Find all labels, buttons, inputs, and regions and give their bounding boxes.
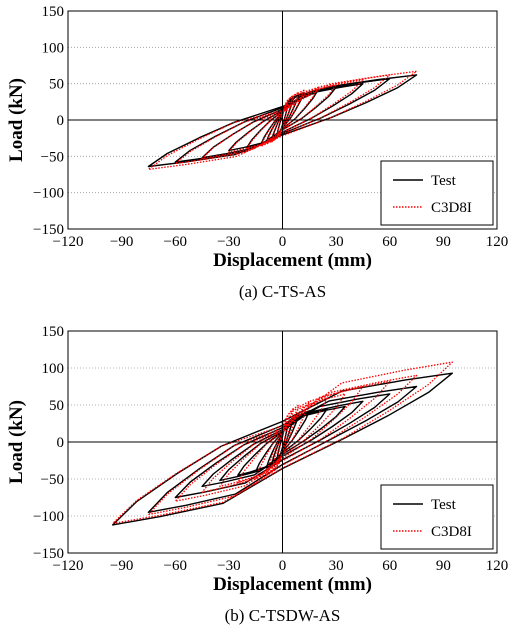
chart-a-y-tick-label: 150 (42, 4, 65, 20)
chart-a-legend-c3d8i-label: C3D8I (431, 200, 472, 216)
chart-b-legend: Test C3D8I (380, 484, 494, 550)
chart-b-y-tick-label: 0 (57, 435, 65, 451)
chart-b-y-tick-label: −50 (41, 472, 64, 488)
chart-b-legend-box (380, 484, 494, 550)
chart-a: −120 −90 −60 −30 0 30 60 90 120 −150 −100 −50 0 50 100… (6, 4, 508, 301)
chart-b-legend-c3d8i-label: C3D8I (431, 524, 472, 540)
chart-a-x-tick-label: −30 (217, 234, 240, 250)
chart-a-x-tick-label: −60 (164, 234, 187, 250)
chart-b-x-tick-label: −120 (53, 558, 84, 574)
chart-a-y-tick-label: 100 (42, 40, 65, 56)
chart-b-legend-test-label: Test (431, 497, 457, 513)
chart-b-y-tick-label: 50 (49, 398, 64, 414)
chart-a-tick-labels: −120 −90 −60 −30 0 30 60 90 120 −150 −100 −50 0 50 100… (33, 4, 508, 250)
chart-a-x-tick-label: 30 (329, 234, 344, 250)
chart-a-x-tick-label: 120 (486, 234, 509, 250)
chart-b-x-tick-label: 30 (329, 558, 344, 574)
chart-b-tick-labels: −120 −90 −60 −30 0 30 60 90 120 −150 −100 −50 0 50 100… (33, 324, 508, 574)
chart-b-x-tick-label: 60 (382, 558, 397, 574)
chart-b-y-tick-label: 100 (42, 361, 65, 377)
chart-b-y-tick-label: −100 (33, 509, 64, 525)
chart-a-caption: (a) C-TS-AS (239, 282, 326, 301)
chart-a-y-tick-label: 50 (49, 77, 64, 93)
chart-a-x-tick-label: −90 (110, 234, 133, 250)
chart-a-y-axis-label: Load (kN) (6, 78, 27, 162)
chart-b: −120 −90 −60 −30 0 30 60 90 120 −150 −100 −50 0 50 100… (6, 324, 508, 625)
chart-a-x-tick-label: 90 (436, 234, 451, 250)
chart-a-y-tick-label: −150 (33, 222, 64, 238)
chart-a-y-tick-label: −100 (33, 186, 64, 202)
chart-b-x-tick-label: 0 (279, 558, 287, 574)
chart-b-x-axis-label: Displacement (mm) (213, 574, 372, 595)
chart-b-y-axis-label: Load (kN) (6, 400, 27, 484)
chart-b-y-tick-label: 150 (42, 324, 65, 340)
chart-a-x-tick-label: 60 (382, 234, 397, 250)
chart-a-y-tick-label: 0 (57, 113, 65, 129)
chart-b-x-tick-label: −60 (164, 558, 187, 574)
chart-b-x-tick-label: 120 (486, 558, 509, 574)
chart-a-legend: Test C3D8I (380, 160, 494, 226)
chart-a-x-axis-label: Displacement (mm) (213, 250, 372, 271)
chart-a-plot-frame (67, 10, 498, 230)
chart-a-y-tick-label: −50 (41, 149, 64, 165)
chart-b-x-tick-label: −90 (110, 558, 133, 574)
chart-a-legend-box (380, 160, 494, 226)
chart-a-x-tick-label: 0 (279, 234, 287, 250)
chart-a-legend-test-label: Test (431, 173, 457, 189)
chart-b-plot-frame (67, 330, 498, 554)
chart-b-x-tick-label: −30 (217, 558, 240, 574)
chart-b-x-tick-label: 90 (436, 558, 451, 574)
chart-b-y-tick-label: −150 (33, 546, 64, 562)
chart-a-x-tick-label: −120 (53, 234, 84, 250)
chart-b-caption: (b) C-TSDW-AS (225, 606, 341, 625)
